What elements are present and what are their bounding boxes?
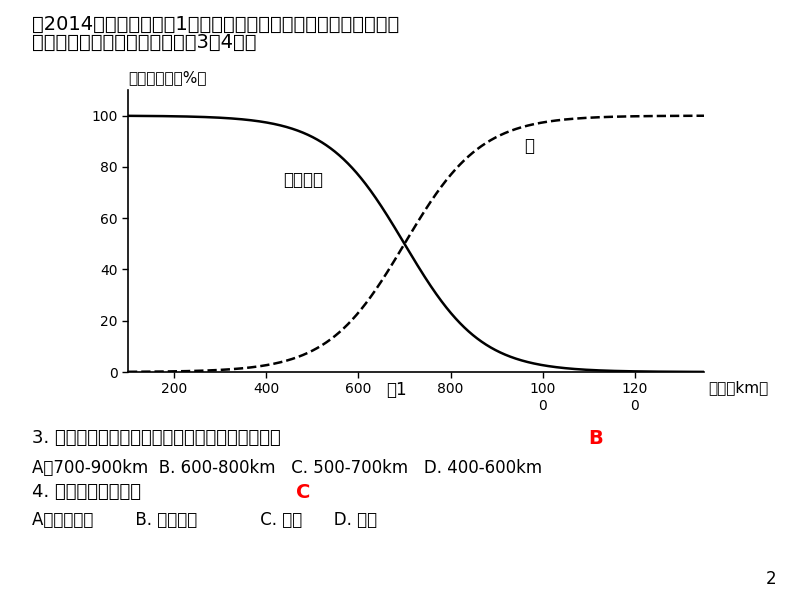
Text: 高速铁路: 高速铁路: [283, 171, 323, 189]
Text: 运距（km）: 运距（km）: [709, 380, 769, 395]
Text: 甲: 甲: [524, 137, 534, 155]
Text: B: B: [588, 429, 602, 448]
Text: 3. 图中两种运输方式的市场占有率变化幅度最大在: 3. 图中两种运输方式的市场占有率变化幅度最大在: [32, 429, 281, 447]
Text: 、2014四川文综卷】图1为高速铁路和甲运输方式两者间客运市场: 、2014四川文综卷】图1为高速铁路和甲运输方式两者间客运市场: [32, 15, 399, 34]
Text: 2: 2: [766, 570, 776, 588]
Text: C: C: [296, 483, 310, 502]
Text: 市场占有率（%）: 市场占有率（%）: [128, 70, 206, 85]
Text: A．高速公路        B. 普通铁路            C. 航空      D. 水路: A．高速公路 B. 普通铁路 C. 航空 D. 水路: [32, 511, 377, 529]
Text: 4. 甲运输方式应该是: 4. 甲运输方式应该是: [32, 483, 141, 501]
Text: 图1: 图1: [386, 381, 406, 399]
Text: A．700-900km  B. 600-800km   C. 500-700km   D. 400-600km: A．700-900km B. 600-800km C. 500-700km D.…: [32, 459, 542, 477]
Text: 占有率随运距变化图。读图回答3～4题。: 占有率随运距变化图。读图回答3～4题。: [32, 33, 257, 52]
